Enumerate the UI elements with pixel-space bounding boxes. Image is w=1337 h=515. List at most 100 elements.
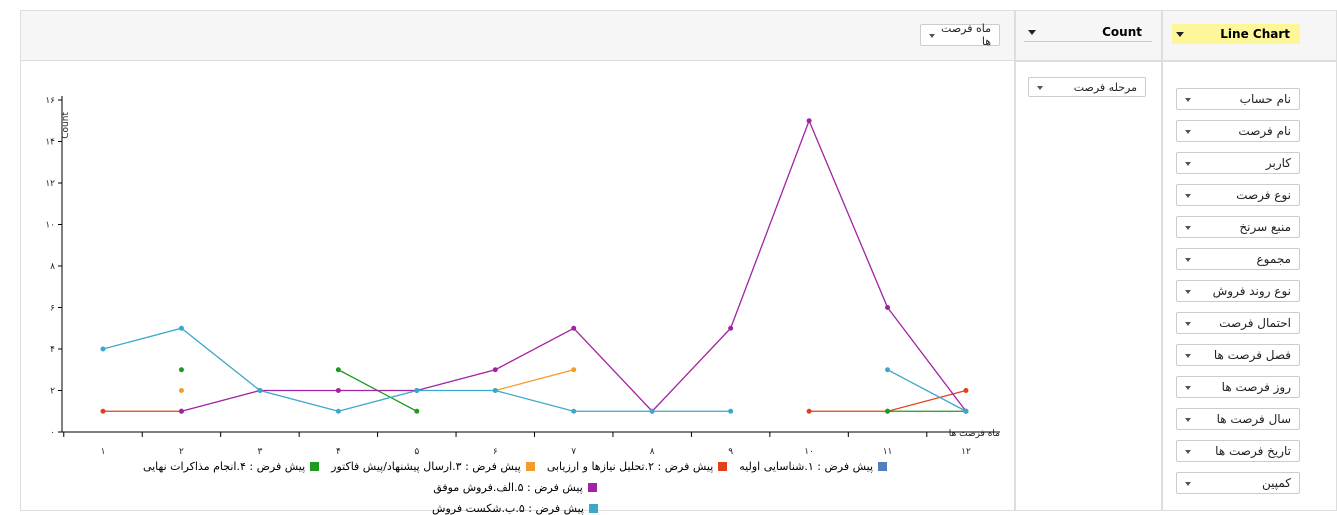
arrow <box>1185 354 1191 358</box>
x-tick-label: ۱۰ <box>804 447 814 457</box>
point <box>963 388 969 393</box>
x-tick-label: ۱ <box>101 447 106 457</box>
label: مجموع <box>1256 252 1291 266</box>
attribute[interactable]: نام حساب <box>1176 88 1300 110</box>
arrow <box>1185 322 1191 326</box>
legend-label: پیش فرض : ۳.ارسال پیشنهاد/پیش فاکتور <box>331 460 521 473</box>
attribute[interactable]: نام فرصت <box>1176 120 1300 142</box>
label: منبع سرنخ <box>1239 220 1291 234</box>
label: نام حساب <box>1239 92 1291 106</box>
point <box>649 408 655 414</box>
y-tick-label: ۱۲ <box>45 179 55 189</box>
x-tick-label: ۸ <box>650 447 655 457</box>
arrow <box>1185 258 1191 262</box>
point <box>492 388 498 393</box>
point <box>178 367 184 373</box>
legend-swatch <box>525 462 535 471</box>
attribute[interactable]: تاریخ فرصت ها <box>1176 440 1300 462</box>
arrow <box>1185 130 1191 134</box>
point <box>806 118 812 124</box>
legend-swatch <box>310 462 320 471</box>
label: کاربر <box>1265 156 1291 170</box>
point <box>257 388 263 393</box>
attribute[interactable]: نوع روند فروش <box>1176 280 1300 302</box>
legend-item: پیش فرض : ۴.انجام مذاکرات نهایی <box>142 460 320 473</box>
arrow <box>1185 226 1191 230</box>
point <box>178 388 184 393</box>
point <box>728 408 734 414</box>
legend-label: پیش فرض : ۴.انجام مذاکرات نهایی <box>142 460 306 473</box>
x-tick-label: ۱۲ <box>961 447 971 457</box>
point <box>335 388 341 393</box>
arrow <box>1185 450 1191 454</box>
legend-label: پیش فرض : ۵.الف.فروش موفق <box>433 481 583 494</box>
point <box>335 367 341 373</box>
point <box>178 408 184 414</box>
label: ماه فرصت ها <box>941 22 991 48</box>
renderer[interactable]: Line Chart <box>1172 24 1300 44</box>
label: تاریخ فرصت ها <box>1215 444 1291 458</box>
arrow <box>1185 98 1191 102</box>
legend-swatch <box>587 483 597 492</box>
label: Line Chart <box>1220 27 1290 41</box>
aggregator-area <box>1015 10 1162 61</box>
y-tick-label: ۸ <box>50 262 55 272</box>
label: روز فرصت ها <box>1221 380 1291 394</box>
legend: پیش فرض : ۱.شناسایی اولیه پیش فرض : ۲.تحل… <box>95 460 935 515</box>
x-tick-label: ۴ <box>336 447 341 457</box>
label: سال فرصت ها <box>1216 412 1291 426</box>
attribute[interactable]: منبع سرنخ <box>1176 216 1300 238</box>
attribute[interactable]: مجموع <box>1176 248 1300 270</box>
column-attr[interactable]: ماه فرصت ها <box>920 22 1000 48</box>
arrow <box>1185 418 1191 422</box>
x-tick-label: ۶ <box>493 447 498 457</box>
arrow <box>1185 162 1191 166</box>
attribute[interactable]: کاربر <box>1176 152 1300 174</box>
x-tick-label: ۲ <box>179 447 184 457</box>
y-tick-label: ۱۴ <box>45 138 55 148</box>
y-tick-label: ۱۶ <box>45 96 55 106</box>
legend-item: پیش فرض : ۵.ب.شکست فروش <box>101 502 929 515</box>
point <box>571 367 577 373</box>
column-area <box>20 10 1015 61</box>
page: ماه فرصت ها Count Line Chart مرحله فرصت … <box>20 10 1337 515</box>
y-tick-label: ۰ <box>50 428 55 438</box>
legend-item: پیش فرض : ۲.تحلیل نیازها و ارزیابی <box>547 460 728 473</box>
y-tick-label: ۴ <box>50 345 55 355</box>
point <box>178 325 184 331</box>
label: مرحله فرصت <box>1073 80 1137 94</box>
legend-item: پیش فرض : ۳.ارسال پیشنهاد/پیش فاکتور <box>331 460 535 473</box>
arrow <box>1185 290 1191 294</box>
point <box>728 325 734 331</box>
y-tick-label: ۱۰ <box>45 221 55 231</box>
label: نوع روند فروش <box>1212 284 1291 298</box>
y-tick-label: ۲ <box>50 387 55 397</box>
attribute[interactable]: سال فرصت ها <box>1176 408 1300 430</box>
point <box>885 367 891 373</box>
point <box>885 305 891 310</box>
point <box>100 408 106 414</box>
legend-item: پیش فرض : ۵.الف.فروش موفق <box>433 481 597 494</box>
x-tick-label: ۹ <box>728 447 733 457</box>
point <box>571 325 577 331</box>
point <box>492 367 498 373</box>
attribute[interactable]: کمپین <box>1176 472 1300 494</box>
label: نام فرصت <box>1238 124 1291 138</box>
point <box>335 408 341 414</box>
label: احتمال فرصت <box>1219 316 1291 330</box>
legend-swatch <box>589 504 598 513</box>
y-tick-label: ۶ <box>50 304 55 314</box>
legend-item: پیش فرض : ۱.شناسایی اولیه <box>739 460 888 473</box>
attribute[interactable]: نوع فرصت <box>1176 184 1300 206</box>
aggregator[interactable]: Count <box>1024 22 1152 42</box>
attribute[interactable]: روز فرصت ها <box>1176 376 1300 398</box>
row-attr[interactable]: مرحله فرصت <box>1028 77 1146 97</box>
x-tick-label: ۵ <box>414 447 419 457</box>
legend-label: پیش فرض : ۵.ب.شکست فروش <box>432 502 584 515</box>
series-line <box>102 327 967 412</box>
arrow <box>1185 194 1191 198</box>
label: کمپین <box>1261 476 1291 490</box>
attribute[interactable]: فصل فرصت ها <box>1176 344 1300 366</box>
attribute[interactable]: احتمال فرصت <box>1176 312 1300 334</box>
